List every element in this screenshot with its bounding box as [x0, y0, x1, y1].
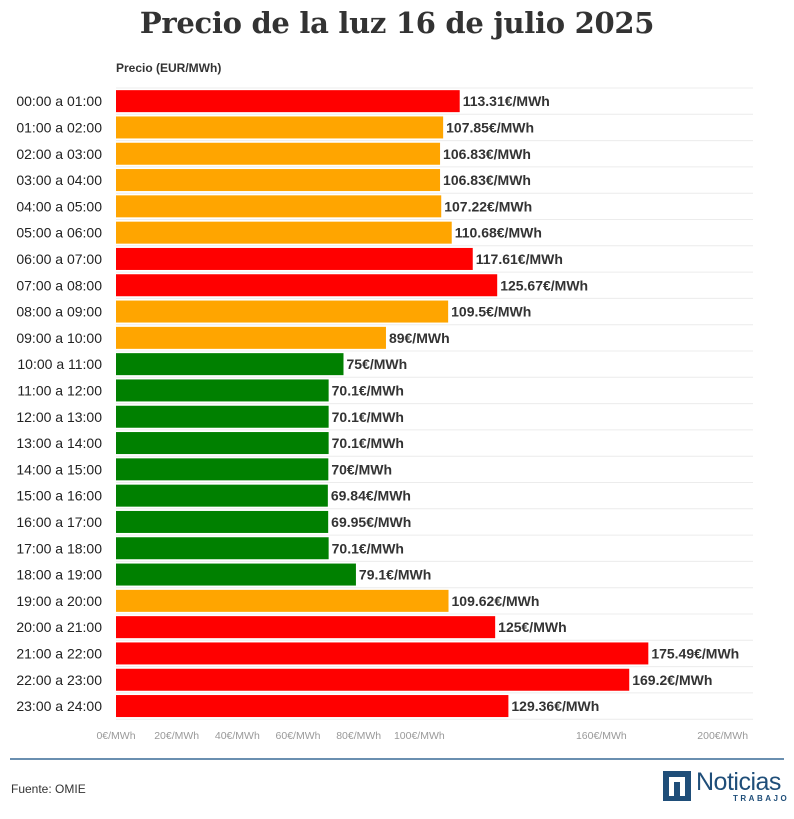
- bar: [116, 300, 449, 323]
- value-label: 79.1€/MWh: [359, 567, 431, 583]
- value-label: 70.1€/MWh: [332, 409, 404, 425]
- category-label: 15:00 a 16:00: [16, 488, 102, 504]
- footer-divider: [10, 758, 784, 760]
- category-label: 19:00 a 20:00: [16, 593, 102, 609]
- value-label: 107.85€/MWh: [446, 119, 534, 135]
- value-label: 107.22€/MWh: [444, 198, 532, 214]
- bar: [116, 642, 649, 665]
- bar: [116, 668, 630, 691]
- value-label: 125€/MWh: [498, 619, 566, 635]
- value-label: 70.1€/MWh: [332, 435, 404, 451]
- category-label: 01:00 a 02:00: [16, 119, 102, 135]
- x-tick-label: 100€/MWh: [394, 730, 445, 742]
- x-tick-label: 200€/MWh: [697, 730, 748, 742]
- value-label: 113.31€/MWh: [463, 93, 550, 109]
- bar: [116, 353, 344, 376]
- category-label: 06:00 a 07:00: [16, 251, 102, 267]
- category-label: 03:00 a 04:00: [16, 172, 102, 188]
- value-label: 70€/MWh: [331, 461, 392, 477]
- x-tick-label: 160€/MWh: [576, 730, 627, 742]
- value-label: 109.5€/MWh: [451, 304, 531, 320]
- bar: [116, 484, 328, 507]
- bar: [116, 510, 329, 533]
- bar: [116, 589, 449, 612]
- x-tick-label: 80€/MWh: [336, 730, 381, 742]
- value-label: 89€/MWh: [389, 330, 450, 346]
- bar: [116, 221, 452, 244]
- category-label: 07:00 a 08:00: [16, 277, 102, 293]
- bar: [116, 537, 329, 560]
- x-tick-label: 60€/MWh: [276, 730, 321, 742]
- bar: [116, 169, 441, 192]
- bar: [116, 247, 473, 270]
- category-label: 20:00 a 21:00: [16, 619, 102, 635]
- category-label: 18:00 a 19:00: [16, 567, 102, 583]
- axis-title: Precio (EUR/MWh): [116, 61, 222, 75]
- value-label: 175.49€/MWh: [651, 645, 739, 661]
- value-label: 70.1€/MWh: [332, 540, 404, 556]
- bar: [116, 563, 356, 586]
- bar: [116, 274, 498, 297]
- bar: [116, 616, 496, 639]
- bar: [116, 695, 509, 718]
- category-label: 12:00 a 13:00: [16, 409, 102, 425]
- bar: [116, 405, 329, 428]
- value-label: 109.62€/MWh: [452, 593, 540, 609]
- category-label: 13:00 a 14:00: [16, 435, 102, 451]
- logo-wordmark: Noticias: [696, 768, 781, 796]
- value-label: 106.83€/MWh: [443, 172, 531, 188]
- category-label: 17:00 a 18:00: [16, 540, 102, 556]
- logo-mark-icon: [663, 771, 691, 801]
- bar: [116, 379, 329, 402]
- category-label: 14:00 a 15:00: [16, 461, 102, 477]
- bar: [116, 142, 441, 165]
- category-label: 16:00 a 17:00: [16, 514, 102, 530]
- value-label: 125.67€/MWh: [500, 277, 588, 293]
- bar: [116, 116, 444, 139]
- category-label: 23:00 a 24:00: [16, 698, 102, 714]
- category-label: 11:00 a 12:00: [17, 382, 102, 398]
- value-label: 129.36€/MWh: [511, 698, 599, 714]
- category-label: 02:00 a 03:00: [16, 146, 102, 162]
- bar: [116, 458, 329, 481]
- category-label: 05:00 a 06:00: [16, 225, 102, 241]
- noticias-trabajo-logo: Noticias TRABAJO: [663, 768, 787, 803]
- value-label: 110.68€/MWh: [455, 225, 542, 241]
- bar: [116, 432, 329, 455]
- category-label: 21:00 a 22:00: [16, 645, 102, 661]
- category-label: 10:00 a 11:00: [17, 356, 102, 372]
- value-label: 69.95€/MWh: [331, 514, 411, 530]
- value-label: 117.61€/MWh: [476, 251, 563, 267]
- value-label: 69.84€/MWh: [331, 488, 411, 504]
- category-label: 22:00 a 23:00: [16, 672, 102, 688]
- category-label: 09:00 a 10:00: [16, 330, 102, 346]
- category-label: 08:00 a 09:00: [16, 304, 102, 320]
- logo-subtitle: TRABAJO: [733, 794, 790, 803]
- value-label: 106.83€/MWh: [443, 146, 531, 162]
- value-label: 75€/MWh: [347, 356, 408, 372]
- value-label: 169.2€/MWh: [632, 672, 712, 688]
- x-tick-label: 20€/MWh: [154, 730, 199, 742]
- bar: [116, 326, 386, 349]
- bar: [116, 90, 460, 113]
- bar: [116, 195, 442, 218]
- x-tick-label: 0€/MWh: [96, 730, 135, 742]
- category-label: 04:00 a 05:00: [16, 198, 102, 214]
- category-label: 00:00 a 01:00: [16, 93, 102, 109]
- source-note: Fuente: OMIE: [11, 782, 86, 796]
- value-label: 70.1€/MWh: [332, 382, 404, 398]
- chart-title: Precio de la luz 16 de julio 2025: [139, 6, 655, 40]
- x-tick-label: 40€/MWh: [215, 730, 260, 742]
- bar-chart: 00:00 a 01:00 113.31€/MWh 01:00 a 02:00 107…: [16, 87, 753, 742]
